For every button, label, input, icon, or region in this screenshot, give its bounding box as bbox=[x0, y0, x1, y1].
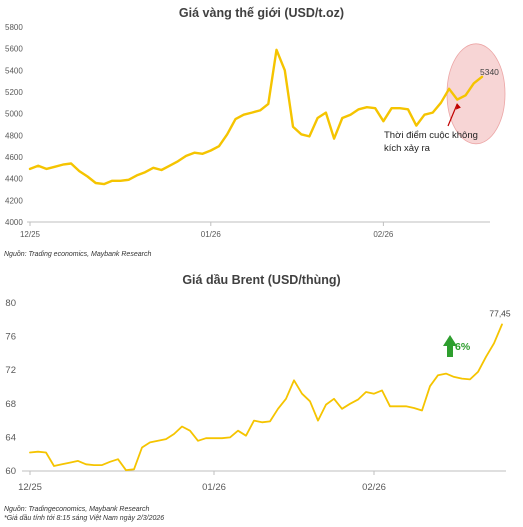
gold-y-tick-label: 4000 bbox=[5, 218, 23, 227]
oil-date-note: *Giá dầu tính tới 8:15 sáng Việt Nam ngà… bbox=[4, 515, 165, 522]
oil-y-tick-label: 72 bbox=[5, 365, 16, 376]
gold-y-tick-label: 5000 bbox=[5, 110, 23, 119]
oil-y-tick-label: 64 bbox=[5, 432, 16, 443]
gold-x-tick-label: 01/26 bbox=[201, 230, 222, 239]
oil-change-label: 6% bbox=[455, 341, 471, 353]
gold-y-tick-label: 4200 bbox=[5, 196, 23, 205]
oil-end-value-label: 77,45 bbox=[489, 308, 511, 318]
oil-x-tick-label: 02/26 bbox=[362, 482, 386, 493]
oil-y-tick-label: 60 bbox=[5, 466, 16, 477]
oil-y-tick-label: 80 bbox=[5, 298, 16, 309]
oil-y-tick-label: 68 bbox=[5, 399, 16, 410]
gold-y-tick-label: 5800 bbox=[5, 23, 23, 32]
gold-y-tick-label: 4400 bbox=[5, 175, 23, 184]
oil-y-tick-label: 76 bbox=[5, 332, 16, 343]
gold-x-tick-label: 02/26 bbox=[373, 230, 394, 239]
gold-y-tick-label: 4800 bbox=[5, 131, 23, 140]
gold-annotation-text: Thời điểm cuộc không kích xảy ra bbox=[384, 130, 478, 154]
gold-annotation-arrow bbox=[447, 103, 458, 127]
gold-y-tick-label: 4600 bbox=[5, 153, 23, 162]
gold-source-note: Nguồn: Trading economics, Maybank Resear… bbox=[4, 251, 152, 258]
gold-series-line bbox=[28, 48, 484, 186]
gold-y-tick-label: 5400 bbox=[5, 66, 23, 75]
gold-y-tick-label: 5200 bbox=[5, 88, 23, 97]
gold-chart-title: Giá vàng thế giới (USD/t.oz) bbox=[178, 6, 345, 20]
gold-end-value-label: 5340 bbox=[480, 67, 499, 77]
oil-x-tick-label: 01/26 bbox=[202, 482, 226, 493]
oil-chart-title: Giá dầu Brent (USD/thùng) bbox=[182, 273, 341, 287]
gold-x-tick-label: 12/25 bbox=[20, 230, 41, 239]
oil-source-note: Nguồn: Tradingeconomics, Maybank Researc… bbox=[4, 506, 150, 513]
gold-annotation-arrowhead bbox=[455, 103, 461, 110]
oil-up-arrow-icon bbox=[443, 335, 457, 357]
oil-series-line bbox=[29, 323, 503, 472]
oil-x-tick-label: 12/25 bbox=[18, 482, 42, 493]
gold-y-tick-label: 5600 bbox=[5, 45, 23, 54]
